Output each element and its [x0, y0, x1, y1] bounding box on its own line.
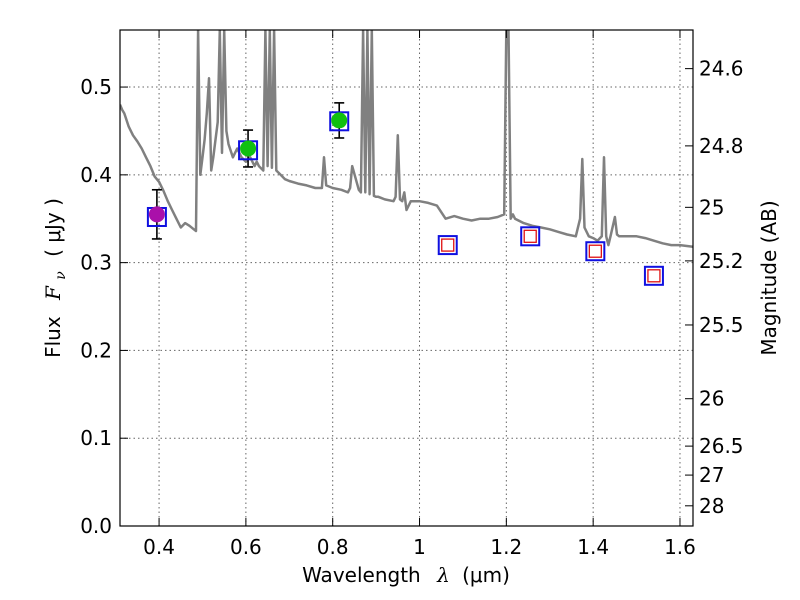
model-square	[437, 235, 458, 256]
x-tick-label: 0.4	[143, 535, 175, 559]
y2-axis-label: Magnitude (AB)	[757, 200, 781, 355]
y2-tick-labels: 24.6 24.8 25 25.2 25.5 26 26.5 27 28	[699, 57, 744, 518]
model-square	[585, 241, 606, 262]
x-tick-labels: 0.4 0.6 0.8 1 1.2 1.4 1.6	[143, 535, 696, 559]
model-square	[643, 265, 664, 286]
x-tick-label: 1.2	[490, 535, 522, 559]
x-axis-label: Wavelength λ (μm)	[302, 563, 510, 587]
x-tick-label: 1	[413, 535, 426, 559]
ticks	[120, 30, 693, 527]
upper-limit-square	[647, 269, 661, 283]
x-axis-label-symbol: λ	[436, 563, 450, 587]
upper-limit-square	[441, 238, 455, 252]
x-axis-label-unit: (μm)	[462, 563, 510, 587]
x-tick-label: 1.6	[664, 535, 696, 559]
x-axis-label-text: Wavelength	[302, 563, 421, 587]
model-square	[329, 111, 350, 132]
y-axis-label-symbol: F	[41, 285, 65, 301]
spectrum-layer	[120, 30, 693, 249]
y2-tick-label: 24.8	[699, 134, 744, 158]
y-axis-label-text: Flux	[41, 316, 65, 358]
upper-limit-square	[523, 229, 537, 243]
points-layer	[146, 102, 664, 286]
x-tick-label: 0.6	[230, 535, 262, 559]
plot-frame	[119, 29, 694, 527]
y-tick-label: 0.0	[80, 514, 112, 538]
y-tick-label: 0.5	[80, 75, 112, 99]
y-tick-label: 0.2	[80, 338, 112, 362]
y2-tick-label: 25	[699, 195, 724, 219]
detection-point	[240, 140, 257, 157]
y2-tick-label: 25.2	[699, 249, 744, 273]
y-axis-label-subscript: ν	[53, 271, 69, 280]
y2-tick-label: 28	[699, 494, 724, 518]
y-tick-labels: 0.0 0.1 0.2 0.3 0.4 0.5	[80, 75, 112, 538]
detection-point	[148, 206, 165, 223]
upper-limit-square	[588, 244, 602, 258]
y2-tick-label: 24.6	[699, 57, 744, 81]
x-tick-label: 0.8	[317, 535, 349, 559]
y-tick-label: 0.1	[80, 426, 112, 450]
grid	[120, 30, 693, 526]
y-tick-label: 0.3	[80, 251, 112, 275]
y-axis-label-unit: ( μJy )	[41, 198, 65, 257]
model-square	[520, 226, 541, 247]
y-axis-label: Flux F ν ( μJy )	[41, 198, 70, 358]
y2-tick-label: 25.5	[699, 313, 744, 337]
y2-tick-label: 26.5	[699, 434, 744, 458]
plot-background	[120, 30, 693, 526]
y-tick-label: 0.4	[80, 163, 112, 187]
y2-tick-label: 26	[699, 387, 724, 411]
detection-point	[331, 112, 348, 129]
y2-tick-label: 27	[699, 463, 724, 487]
x-tick-label: 1.4	[577, 535, 609, 559]
spectrum-line	[120, 30, 693, 249]
